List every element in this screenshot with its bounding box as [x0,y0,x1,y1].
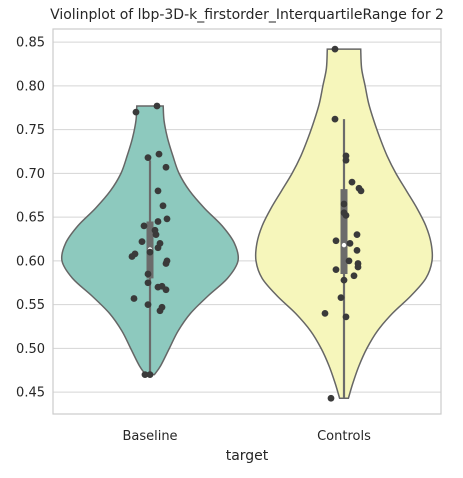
y-tick-label: 0.65 [16,211,45,226]
data-point [146,371,154,379]
y-tick-labels: 0.45 0.50 0.55 0.60 0.65 0.70 0.75 0.80 0.85 [16,36,45,401]
data-point [355,184,363,192]
data-point [144,270,152,278]
data-point [154,218,162,225]
data-point [156,239,164,247]
data-point [155,150,163,158]
data-point [158,282,166,290]
data-point [337,294,345,302]
data-point [144,279,152,287]
y-tick-label: 0.60 [16,254,45,269]
data-point [138,238,146,246]
data-point [159,202,167,210]
data-point [342,152,350,160]
x-tick-labels: Baseline Controls [122,429,371,444]
data-point [331,45,339,53]
data-point [141,371,149,379]
data-point [354,260,362,267]
data-point [353,246,361,254]
data-point [144,301,152,309]
data-point [130,295,138,302]
data-point [162,163,170,171]
y-tick-label: 0.50 [16,342,45,357]
data-point [353,231,361,239]
data-point [131,250,139,258]
data-point [158,303,166,311]
iqr-box-controls [340,189,348,274]
data-point [346,239,354,247]
y-tick-label: 0.45 [16,386,45,401]
x-tick-label: Controls [317,429,371,444]
chart-title: Violinplot of lbp-3D-k_firstorder_Interq… [50,7,444,23]
violin-layer [60,48,434,399]
data-point [340,209,348,217]
data-point [332,266,340,274]
data-point [154,187,162,195]
x-tick-label: Baseline [122,429,177,444]
data-point [140,222,148,230]
data-point [163,215,171,223]
data-point [342,313,350,321]
data-point [153,102,161,110]
point-layer [128,45,365,402]
data-point [331,115,339,123]
data-point [327,394,335,402]
median-marker-controls [341,242,347,248]
data-point [345,257,353,265]
y-tick-label: 0.80 [16,79,45,94]
data-point [146,248,154,256]
data-point [321,309,329,317]
data-point [348,178,356,186]
plot-frame [52,28,442,415]
x-axis-title: target [226,448,269,464]
data-point [163,257,171,265]
data-point [144,154,152,162]
data-point [151,226,159,234]
y-tick-label: 0.75 [16,123,45,138]
data-point [332,237,340,245]
data-point [132,108,140,116]
data-point [340,200,348,208]
y-tick-label: 0.85 [16,36,45,51]
y-tick-label: 0.70 [16,167,45,182]
data-point [350,272,358,280]
y-tick-label: 0.55 [16,298,45,313]
data-point [340,276,348,284]
